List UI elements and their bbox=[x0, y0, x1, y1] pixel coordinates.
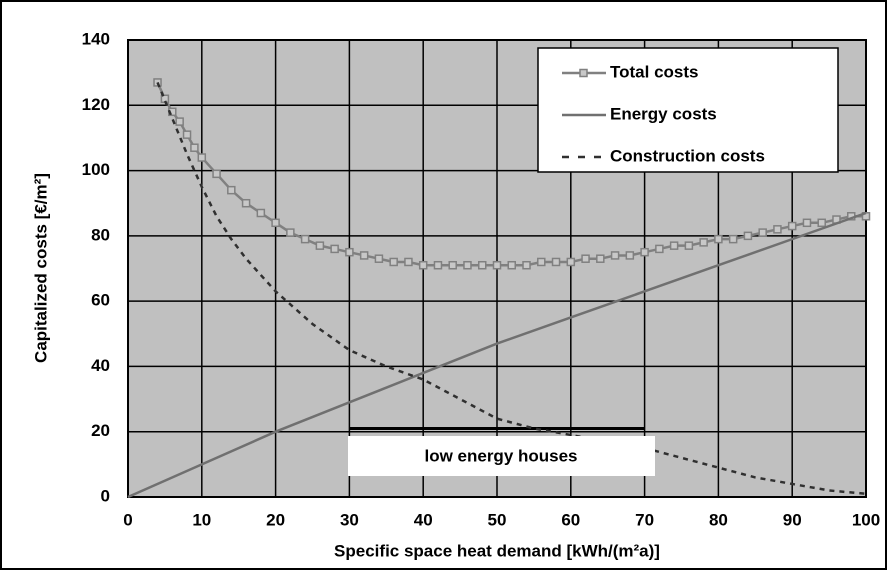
legend-marker bbox=[579, 68, 588, 78]
y-tick-label: 140 bbox=[82, 29, 110, 48]
x-tick-label: 50 bbox=[488, 510, 507, 529]
legend-label: Energy costs bbox=[610, 104, 717, 123]
x-tick-label: 100 bbox=[852, 510, 880, 529]
x-tick-label: 80 bbox=[709, 510, 728, 529]
marker bbox=[300, 234, 310, 244]
marker bbox=[418, 260, 428, 270]
marker bbox=[492, 260, 502, 270]
marker bbox=[241, 198, 251, 208]
marker bbox=[596, 254, 605, 263]
marker bbox=[227, 185, 236, 195]
marker bbox=[787, 221, 797, 231]
plot-border bbox=[127, 39, 867, 498]
y-tick-label: 100 bbox=[82, 160, 110, 179]
marker bbox=[175, 117, 184, 126]
x-tick-label: 10 bbox=[192, 510, 211, 529]
marker bbox=[743, 231, 753, 241]
marker bbox=[182, 130, 192, 139]
marker bbox=[728, 234, 738, 244]
marker bbox=[359, 251, 369, 260]
marker bbox=[669, 241, 679, 250]
marker bbox=[212, 169, 221, 179]
marker bbox=[655, 244, 664, 254]
marker bbox=[551, 257, 561, 267]
y-tick-label: 80 bbox=[91, 225, 110, 244]
annotation-box bbox=[348, 436, 655, 476]
marker bbox=[714, 234, 723, 244]
x-tick-label: 90 bbox=[783, 510, 802, 529]
y-tick-label: 60 bbox=[91, 291, 110, 310]
legend-label: Total costs bbox=[610, 62, 698, 81]
y-axis-label: Capitalized costs [€/m²] bbox=[31, 173, 50, 363]
marker bbox=[625, 251, 635, 260]
marker bbox=[190, 143, 199, 152]
marker bbox=[463, 260, 472, 270]
marker bbox=[345, 247, 354, 257]
x-tick-label: 0 bbox=[123, 510, 132, 529]
marker bbox=[389, 257, 398, 267]
marker bbox=[507, 260, 517, 270]
marker bbox=[861, 212, 871, 221]
marker bbox=[404, 257, 413, 267]
series-line bbox=[156, 81, 866, 267]
marker bbox=[477, 260, 487, 270]
marker bbox=[286, 228, 295, 237]
series-line bbox=[127, 211, 867, 499]
marker bbox=[684, 241, 694, 250]
marker bbox=[610, 251, 620, 260]
y-tick-label: 20 bbox=[91, 421, 110, 440]
y-tick-label: 0 bbox=[101, 486, 110, 505]
marker bbox=[802, 218, 812, 228]
marker bbox=[566, 257, 576, 267]
legend-box bbox=[537, 47, 839, 173]
marker bbox=[374, 254, 384, 263]
marker bbox=[640, 247, 649, 257]
marker bbox=[330, 244, 339, 254]
marker bbox=[315, 241, 325, 250]
marker bbox=[448, 260, 457, 270]
marker bbox=[581, 254, 590, 263]
marker bbox=[773, 225, 782, 234]
marker bbox=[699, 238, 708, 247]
x-tick-label: 20 bbox=[266, 510, 285, 529]
marker bbox=[522, 260, 531, 270]
x-tick-label: 40 bbox=[414, 510, 433, 529]
marker bbox=[758, 228, 767, 237]
y-tick-label: 40 bbox=[91, 356, 110, 375]
y-tick-label: 120 bbox=[82, 95, 110, 114]
x-tick-label: 60 bbox=[561, 510, 580, 529]
marker bbox=[271, 218, 280, 228]
marker bbox=[433, 260, 443, 270]
x-axis-label: Specific space heat demand [kWh/(m²a)] bbox=[334, 541, 660, 560]
marker bbox=[197, 153, 207, 162]
legend-label: Construction costs bbox=[610, 146, 765, 165]
x-tick-label: 30 bbox=[340, 510, 359, 529]
x-tick-label: 70 bbox=[635, 510, 654, 529]
marker bbox=[256, 208, 266, 218]
marker bbox=[817, 218, 826, 228]
annotation-text: low energy houses bbox=[424, 446, 577, 465]
marker bbox=[537, 257, 546, 267]
